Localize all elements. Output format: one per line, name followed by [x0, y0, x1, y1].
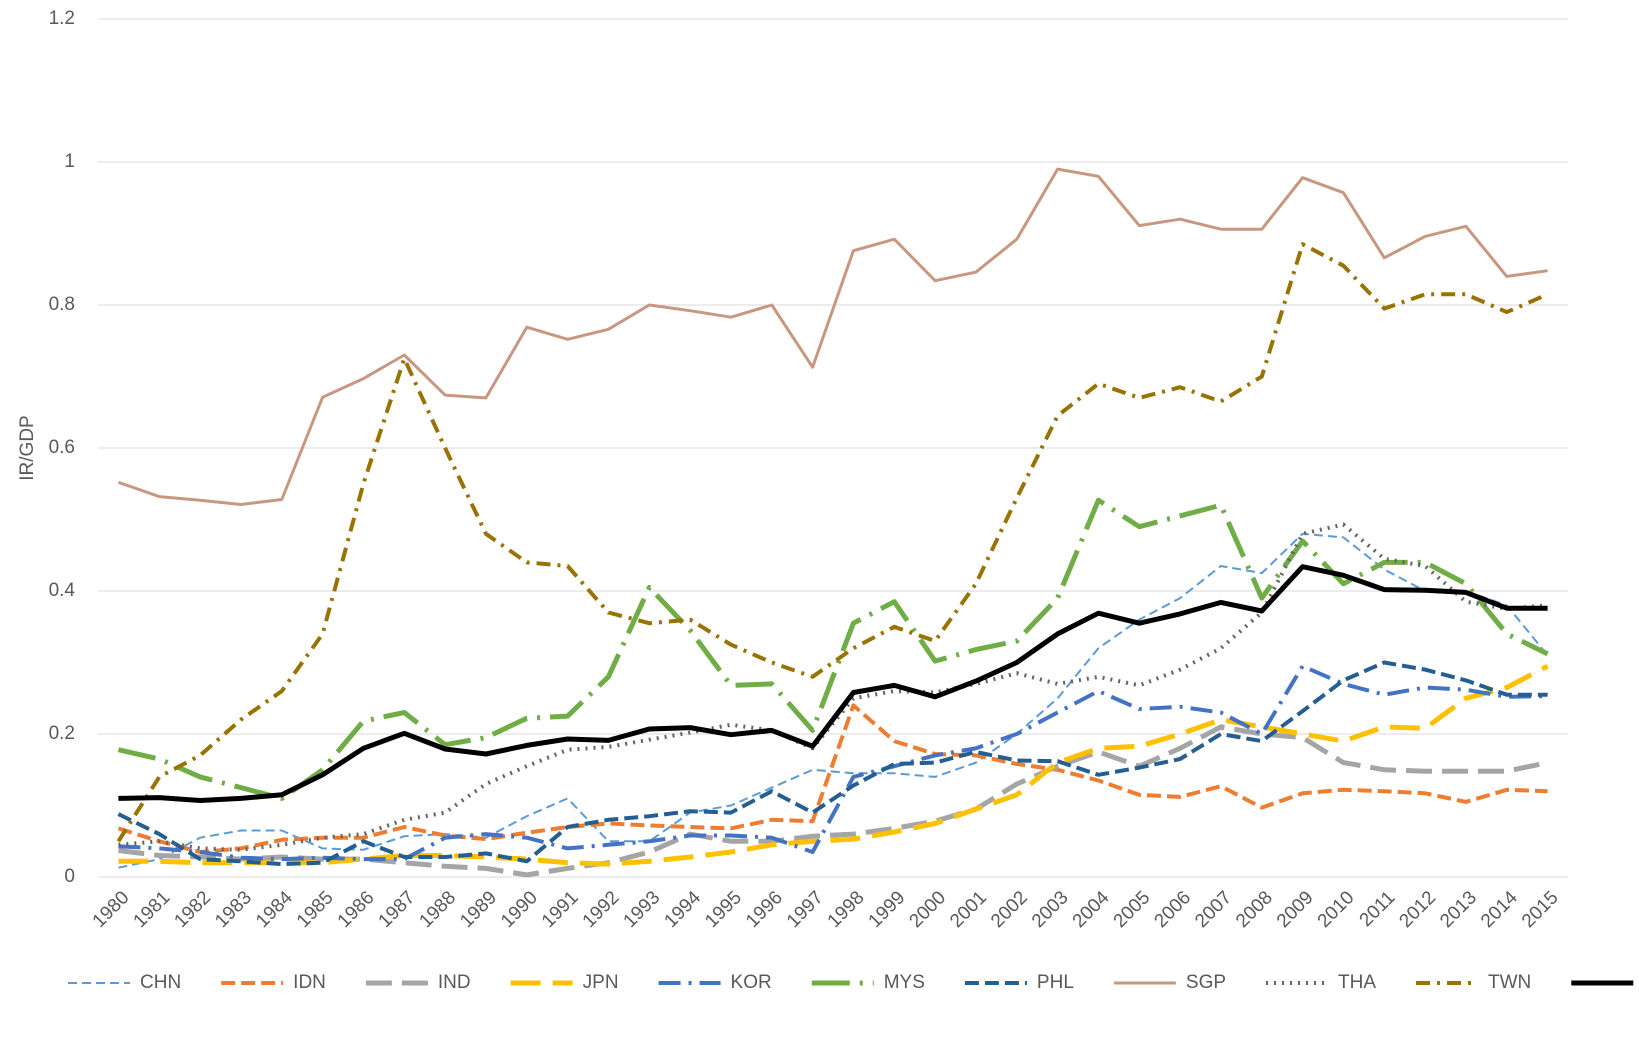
- legend-label: THA: [1338, 972, 1376, 993]
- legend-label: IND: [438, 972, 471, 993]
- x-tick-label: 2009: [1273, 887, 1318, 932]
- x-tick-label: 1981: [130, 887, 175, 932]
- series-line: [118, 564, 1548, 803]
- legend-label: TWN: [1488, 972, 1531, 993]
- x-tick-label: 1980: [89, 887, 134, 932]
- y-axis-title: IR/GDP: [17, 415, 38, 480]
- legend-label: PHL: [1037, 972, 1074, 993]
- x-tick-label: 1997: [783, 887, 828, 932]
- x-tick-label: 1994: [660, 887, 705, 932]
- y-tick-label: 0.6: [49, 437, 75, 458]
- y-tick-label: 0.2: [49, 723, 75, 744]
- x-tick-label: 1996: [742, 887, 787, 932]
- x-tick-label: 2010: [1314, 887, 1359, 932]
- y-tick-label: 1.2: [49, 8, 75, 29]
- y-tick-label: 0.4: [49, 580, 76, 601]
- x-tick-label: 1989: [456, 887, 501, 932]
- x-tick-label: 2013: [1436, 887, 1481, 932]
- x-tick-label: 1986: [334, 887, 379, 932]
- x-tick-label: 1995: [701, 887, 746, 932]
- x-tick-label: 2002: [987, 887, 1032, 932]
- series-line: [117, 167, 1548, 506]
- x-tick-label: 2012: [1395, 887, 1440, 932]
- series-line: [116, 242, 1549, 843]
- legend-label: IDN: [293, 972, 326, 993]
- x-tick-label: 2011: [1356, 887, 1400, 931]
- x-tick-label: 1983: [211, 887, 256, 932]
- x-tick-label: 1987: [375, 887, 420, 932]
- legend-label: MYS: [884, 972, 925, 993]
- series-line: [118, 532, 1549, 869]
- legend-label: CHN: [140, 972, 181, 993]
- x-tick-label: 2014: [1477, 887, 1522, 932]
- x-tick-label: 2008: [1232, 887, 1277, 932]
- x-tick-label: 1993: [620, 887, 665, 932]
- x-tick-label: 1990: [497, 887, 542, 932]
- x-tick-label: 1992: [579, 887, 624, 932]
- y-tick-label: 0: [64, 866, 75, 887]
- x-tick-label: 1988: [415, 887, 460, 932]
- x-tick-label: 2015: [1518, 887, 1563, 932]
- x-tick-label: 2003: [1028, 887, 1073, 932]
- series-line: [118, 664, 1548, 862]
- x-tick-label: 1991: [538, 887, 583, 932]
- x-tick-label: 2007: [1191, 887, 1236, 932]
- x-tick-label: 2000: [905, 887, 950, 932]
- legend-label: SGP: [1186, 972, 1226, 993]
- x-tick-label: 2004: [1069, 887, 1114, 932]
- series-line: [118, 663, 1549, 867]
- x-tick-label: 2006: [1150, 887, 1195, 932]
- y-tick-label: 1: [64, 151, 75, 172]
- x-tick-label: 2005: [1110, 887, 1155, 932]
- series-line: [117, 497, 1549, 801]
- x-tick-label: 1998: [824, 887, 869, 932]
- x-tick-label: 1984: [252, 887, 297, 932]
- legend-label: JPN: [583, 972, 619, 993]
- series-line: [117, 703, 1548, 854]
- y-tick-label: 0.8: [49, 294, 75, 315]
- legend-label: KOR: [731, 972, 772, 993]
- series-line: [117, 660, 1548, 867]
- x-tick-label: 1985: [293, 887, 338, 932]
- x-tick-label: 2001: [946, 887, 991, 932]
- x-tick-label: 1999: [865, 887, 910, 932]
- x-tick-label: 1982: [170, 887, 215, 932]
